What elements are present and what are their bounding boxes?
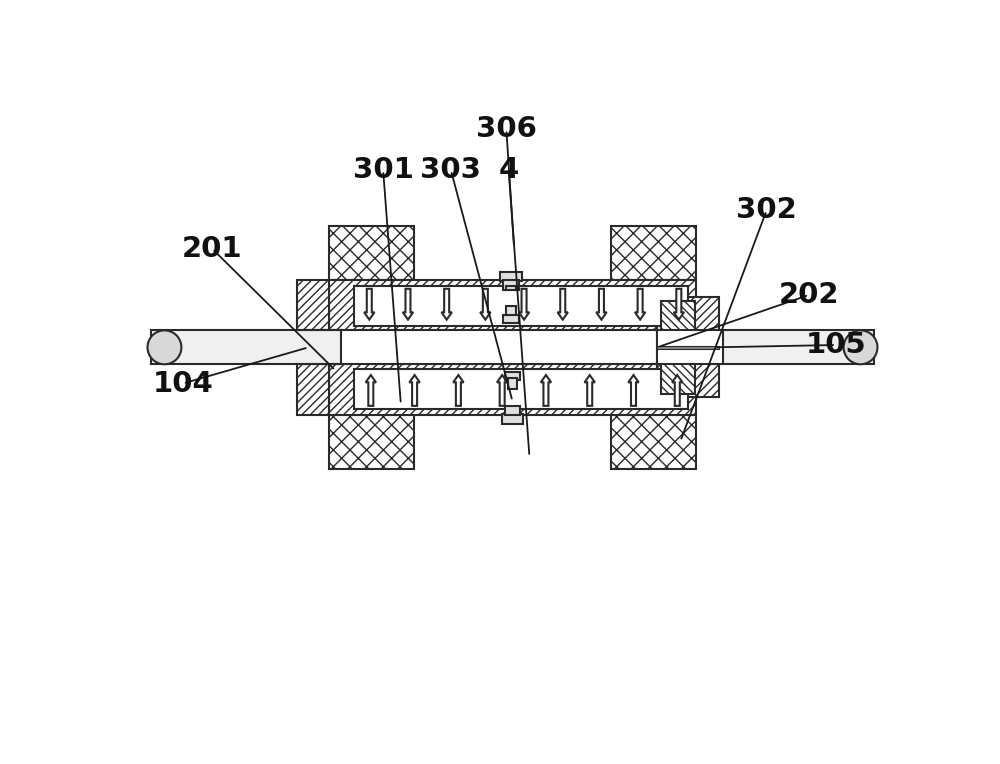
Bar xyxy=(329,280,696,330)
Bar xyxy=(611,415,696,469)
FancyArrow shape xyxy=(585,375,595,406)
Bar xyxy=(657,297,719,397)
Bar xyxy=(297,364,329,415)
Bar xyxy=(506,286,516,290)
FancyArrow shape xyxy=(403,289,413,319)
Text: 104: 104 xyxy=(153,370,213,397)
Bar xyxy=(354,369,688,409)
Text: 4: 4 xyxy=(499,156,519,184)
Text: 302: 302 xyxy=(736,196,797,225)
FancyArrow shape xyxy=(366,375,376,406)
FancyArrow shape xyxy=(409,375,420,406)
Bar xyxy=(151,330,341,364)
Bar xyxy=(297,280,329,330)
Bar xyxy=(503,280,519,290)
FancyArrow shape xyxy=(596,289,607,319)
Bar xyxy=(329,225,414,280)
FancyArrow shape xyxy=(541,375,551,406)
Bar xyxy=(500,272,522,281)
Bar xyxy=(329,364,696,415)
Bar xyxy=(502,413,523,424)
FancyArrow shape xyxy=(635,289,645,319)
Text: 105: 105 xyxy=(806,331,866,359)
Bar xyxy=(657,346,719,349)
FancyArrow shape xyxy=(441,289,452,319)
Text: 202: 202 xyxy=(779,281,839,309)
FancyArrow shape xyxy=(497,375,507,406)
Text: 201: 201 xyxy=(182,235,243,263)
Circle shape xyxy=(844,330,877,364)
Bar xyxy=(354,286,688,325)
FancyArrow shape xyxy=(519,289,529,319)
Bar xyxy=(503,315,519,322)
FancyArrow shape xyxy=(674,289,684,319)
FancyArrow shape xyxy=(672,375,682,406)
Bar xyxy=(661,301,695,393)
FancyArrow shape xyxy=(628,375,639,406)
Bar xyxy=(505,406,520,415)
FancyArrow shape xyxy=(364,289,374,319)
Text: 306: 306 xyxy=(476,115,537,144)
Text: 301: 301 xyxy=(353,156,414,184)
Bar xyxy=(506,306,516,315)
Circle shape xyxy=(148,330,181,364)
FancyArrow shape xyxy=(480,289,491,319)
FancyArrow shape xyxy=(558,289,568,319)
Bar xyxy=(657,330,723,364)
Bar xyxy=(328,330,697,364)
Bar xyxy=(329,415,414,469)
Bar xyxy=(508,378,517,389)
Bar xyxy=(611,225,696,280)
Bar xyxy=(505,372,520,380)
FancyArrow shape xyxy=(453,375,464,406)
Text: 303: 303 xyxy=(420,156,481,184)
Bar xyxy=(711,330,874,364)
